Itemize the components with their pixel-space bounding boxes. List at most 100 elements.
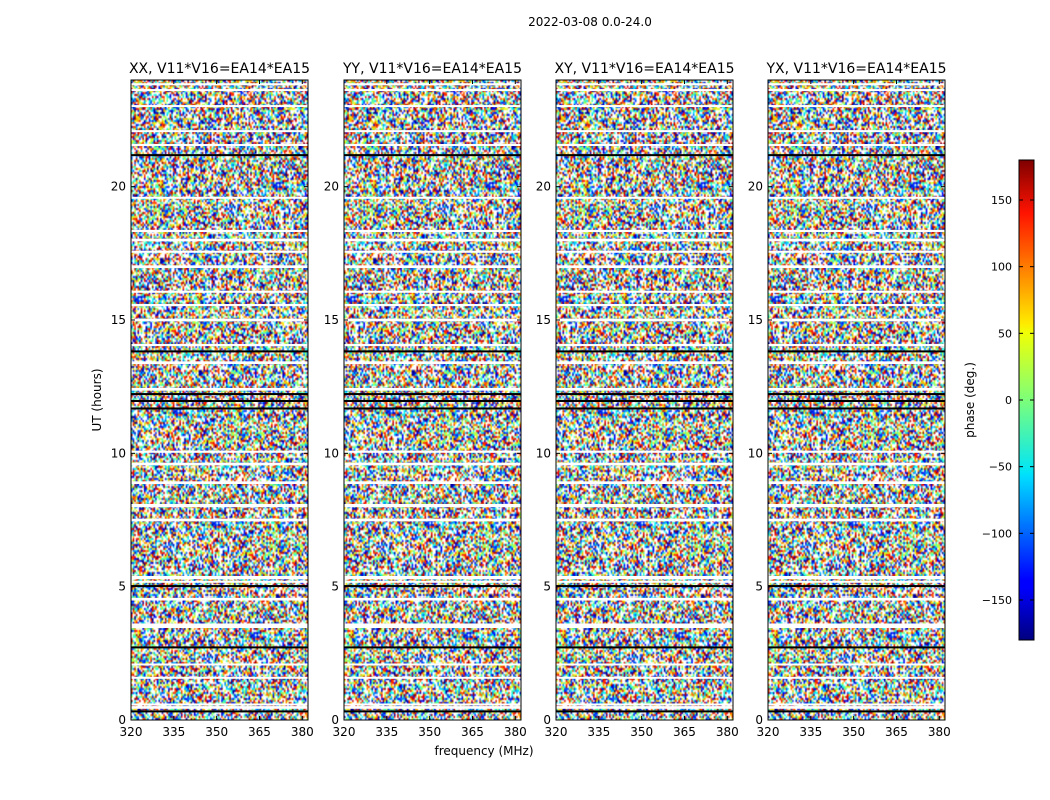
flagged-band [131,83,308,86]
colorbar-tick-label: 0 [1005,394,1012,407]
flagged-band [344,265,521,268]
flagged-band [556,706,733,709]
dense-band [768,585,945,588]
x-tick-label: 365 [461,725,484,739]
flagged-band [131,703,308,706]
flagged-band [131,450,308,453]
x-tick-label: 320 [757,725,780,739]
dense-band [556,393,733,396]
flagged-band [768,89,945,92]
flagged-band [768,597,945,601]
dense-band [131,407,308,410]
y-tick-label: 10 [536,446,551,460]
flagged-band [768,462,945,466]
flagged-band [556,344,733,347]
dense-band [344,710,521,713]
dense-band [556,710,733,713]
flagged-band [344,130,521,133]
panel-title: XY, V11*V16=EA14*EA15 [554,61,734,77]
flagged-band [556,250,733,253]
x-tick-label: 365 [248,725,271,739]
flagged-band [768,676,945,679]
figure-title: 2022-03-08 0.0-24.0 [528,15,652,29]
flagged-band [131,130,308,133]
flagged-band [768,250,945,253]
flagged-band [556,504,733,508]
panel-3: XY, V11*V16=EA14*EA15 320 335 350 365 380 0 5 10… [536,61,739,739]
flagged-band [768,318,945,322]
x-tick-label: 380 [716,725,739,739]
x-tick-label: 335 [587,725,610,739]
flagged-band [556,361,733,364]
flagged-band [344,450,521,453]
panel-2: YY, V11*V16=EA14*EA15 320 335 350 365 380 0 5 10… [324,61,527,739]
flagged-band [556,238,733,242]
dense-band [344,154,521,157]
y-tick-label: 0 [118,713,126,727]
x-tick-label: 380 [504,725,527,739]
flagged-band [344,481,521,484]
dense-band [768,350,945,353]
panel-1: XX, V11*V16=EA14*EA15 320 335 350 365 380 0 5 10… [111,61,314,739]
panel-title: YY, V11*V16=EA14*EA15 [342,61,522,77]
flagged-band [768,196,945,199]
flagged-band [768,304,945,307]
flagged-band [131,229,308,232]
flagged-band [131,304,308,307]
y-tick-label: 5 [331,580,339,594]
flagged-band [131,462,308,466]
panel-frame [130,79,309,721]
y-tick-label: 20 [536,180,551,194]
flagged-band [556,450,733,453]
flagged-band [131,361,308,364]
flagged-band [768,144,945,146]
flagged-band [556,144,733,146]
flagged-band [131,676,308,679]
flagged-band [556,83,733,86]
colorbar-label: phase (deg.) [963,362,977,438]
flagged-band [344,344,521,347]
colorbar-tick-label: 100 [991,261,1012,274]
flagged-band [131,663,308,666]
flagged-band [344,676,521,679]
dense-band [768,710,945,713]
colorbar-tick-label: 50 [998,327,1012,340]
dense-band [131,393,308,396]
flagged-band [344,462,521,466]
flagged-band [768,580,945,583]
flagged-band [344,663,521,666]
flagged-band [344,580,521,583]
dense-band [131,350,308,353]
flagged-band [344,304,521,307]
dense-band [344,393,521,396]
flagged-band [556,481,733,484]
flagged-band [131,105,308,108]
flagged-band [556,623,733,628]
colorbar-tick-label: −150 [982,594,1012,607]
dense-band [344,646,521,649]
flagged-band [131,518,308,522]
x-tick-label: 350 [418,725,441,739]
dense-band [131,154,308,157]
flagged-band [556,576,733,580]
flagged-band [344,703,521,706]
dense-band [556,585,733,588]
flagged-band [131,265,308,268]
flagged-band [131,623,308,628]
flagged-band [344,144,521,146]
flagged-band [556,580,733,583]
dense-band [768,154,945,157]
y-tick-label: 0 [543,713,551,727]
y-tick-label: 10 [748,446,763,460]
flagged-band [556,518,733,522]
flagged-band [131,250,308,253]
flagged-band [344,518,521,522]
flagged-band [556,597,733,601]
x-tick-label: 335 [375,725,398,739]
colorbar-tick-label: 150 [991,194,1012,207]
panel-title: YX, V11*V16=EA14*EA15 [765,61,946,77]
flagged-band [556,462,733,466]
flagged-band [131,580,308,583]
flagged-band [556,703,733,706]
